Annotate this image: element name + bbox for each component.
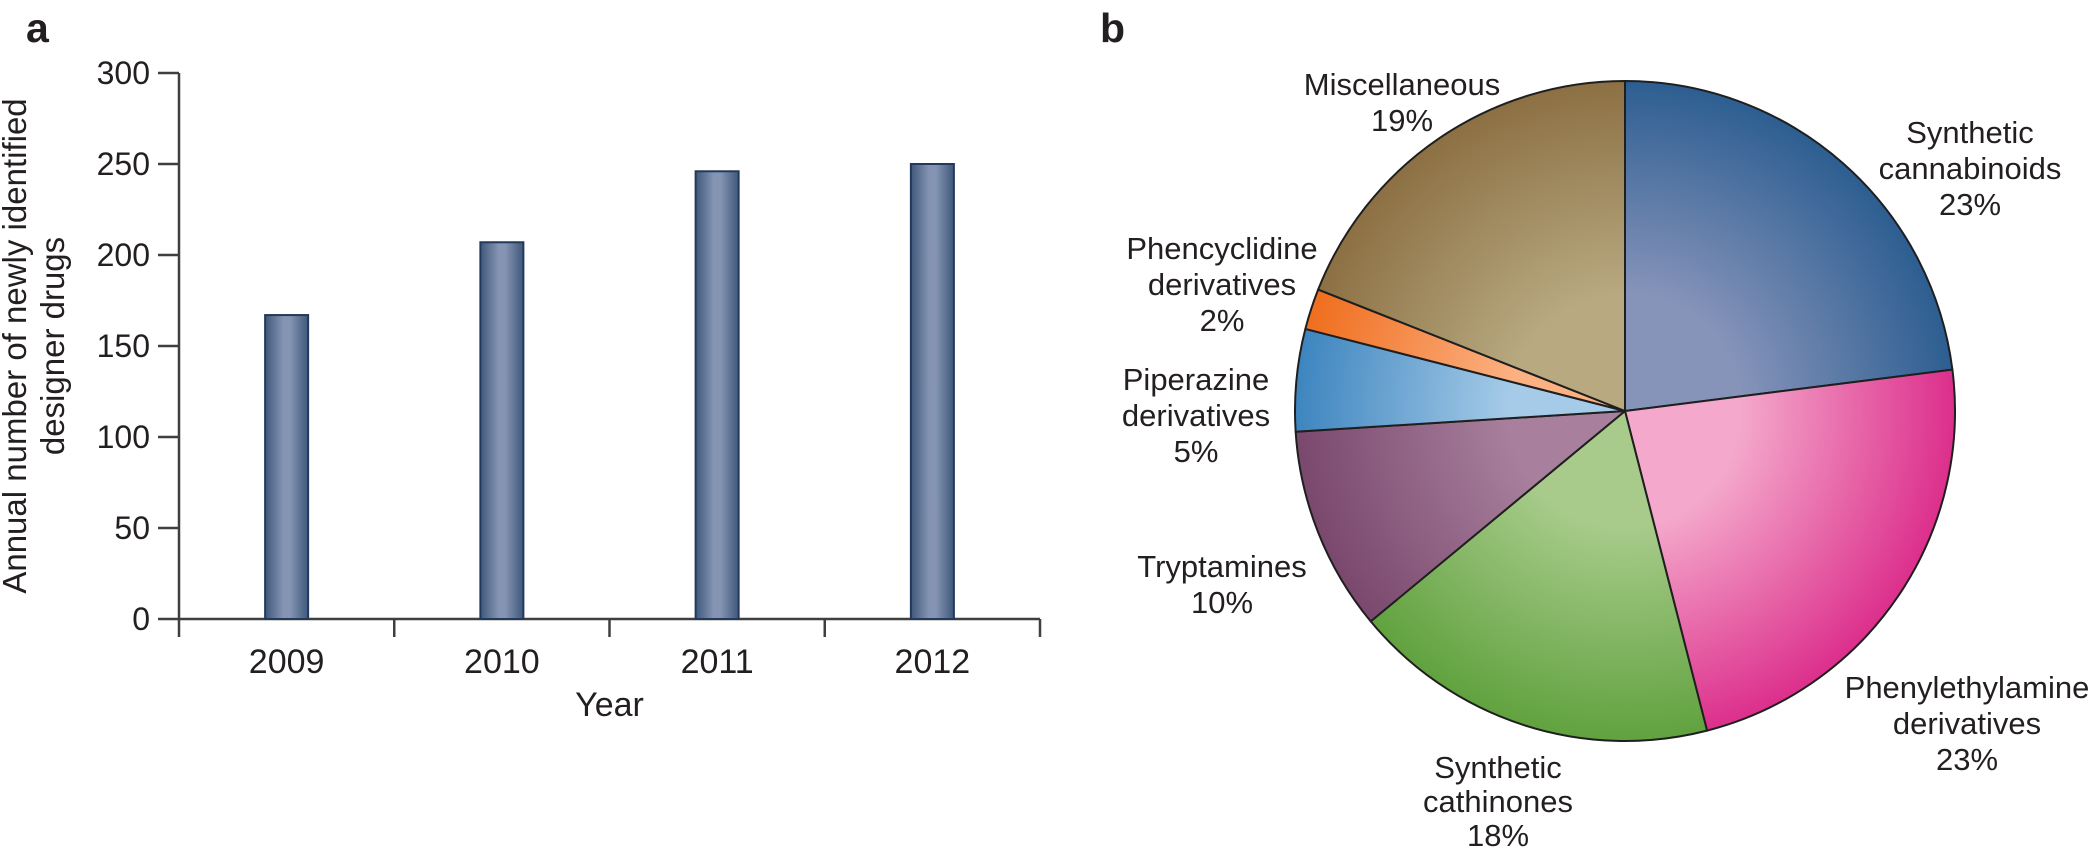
pie-label-phenylethylamine-derivatives-line2: derivatives bbox=[1893, 706, 2041, 741]
pie-label-piperazine-derivatives-line3: 5% bbox=[1174, 434, 1219, 469]
pie-label-phencyclidine-derivatives-line3: 2% bbox=[1200, 303, 1245, 338]
y-tick-label: 0 bbox=[132, 601, 150, 637]
pie-label-synthetic-cannabinoids-line3: 23% bbox=[1939, 187, 2001, 222]
pie-label-synthetic-cannabinoids-line2: cannabinoids bbox=[1879, 151, 2062, 186]
pie-label-phenylethylamine-derivatives-line1: Phenylethylamine bbox=[1845, 670, 2090, 705]
pie-slice-synthetic-cathinones bbox=[1369, 410, 1709, 742]
y-tick-label: 300 bbox=[97, 55, 150, 91]
panel-b-label: b bbox=[1100, 5, 1126, 51]
pie-label-miscellaneous-line1: Miscellaneous bbox=[1304, 67, 1500, 102]
x-axis-title: Year bbox=[575, 686, 644, 724]
pie-label-synthetic-cathinones-line3: 18% bbox=[1467, 818, 1529, 847]
pie-slice-miscellaneous bbox=[1317, 80, 1626, 412]
bar-2009 bbox=[264, 314, 310, 620]
y-axis-title-line2: designer drugs bbox=[34, 237, 71, 455]
y-axis-title-line1: Annual number of newly identified bbox=[0, 98, 33, 593]
pie-label-synthetic-cannabinoids-line1: Synthetic bbox=[1906, 115, 2034, 150]
bar-2012 bbox=[909, 163, 955, 620]
pie-label-tryptamines-line1: Tryptamines bbox=[1137, 549, 1306, 584]
pie-label-miscellaneous-line2: 19% bbox=[1371, 103, 1433, 138]
pie-slice-tryptamines bbox=[1294, 410, 1626, 623]
pie-label-piperazine-derivatives-line1: Piperazine bbox=[1123, 362, 1269, 397]
bar-2010 bbox=[479, 241, 525, 620]
x-tick-label: 2010 bbox=[464, 643, 540, 681]
pie-slice-synthetic-cannabinoids bbox=[1624, 80, 1954, 412]
y-tick-label: 150 bbox=[97, 328, 150, 364]
y-tick-label: 250 bbox=[97, 146, 150, 182]
pie-label-synthetic-cathinones-line1: Synthetic bbox=[1434, 750, 1562, 785]
bar-chart: 300 250 200 150 100 50 0 2009 2010 2011 2012 Year An… bbox=[0, 55, 1042, 724]
panel-a-label: a bbox=[26, 5, 49, 51]
pie-label-phenylethylamine-derivatives-line3: 23% bbox=[1936, 742, 1998, 777]
y-tick-label: 200 bbox=[97, 237, 150, 273]
pie-chart: Syntheticcannabinoids23%Phenylethylamine… bbox=[1122, 67, 2090, 847]
x-tick-label: 2011 bbox=[681, 643, 754, 681]
pie-label-synthetic-cathinones-line2: cathinones bbox=[1423, 784, 1573, 819]
y-tick-label: 100 bbox=[97, 419, 150, 455]
pie-label-phencyclidine-derivatives-line2: derivatives bbox=[1148, 267, 1296, 302]
x-tick-label: 2009 bbox=[249, 643, 325, 681]
pie-label-phencyclidine-derivatives-line1: Phencyclidine bbox=[1126, 231, 1317, 266]
pie-slice-phenylethylamine-derivatives bbox=[1624, 368, 1956, 732]
y-tick-label: 50 bbox=[114, 510, 150, 546]
bar-2011 bbox=[694, 170, 740, 620]
x-tick-label: 2012 bbox=[895, 643, 971, 681]
pie-label-tryptamines-line2: 10% bbox=[1191, 585, 1253, 620]
pie-label-piperazine-derivatives-line2: derivatives bbox=[1122, 398, 1270, 433]
